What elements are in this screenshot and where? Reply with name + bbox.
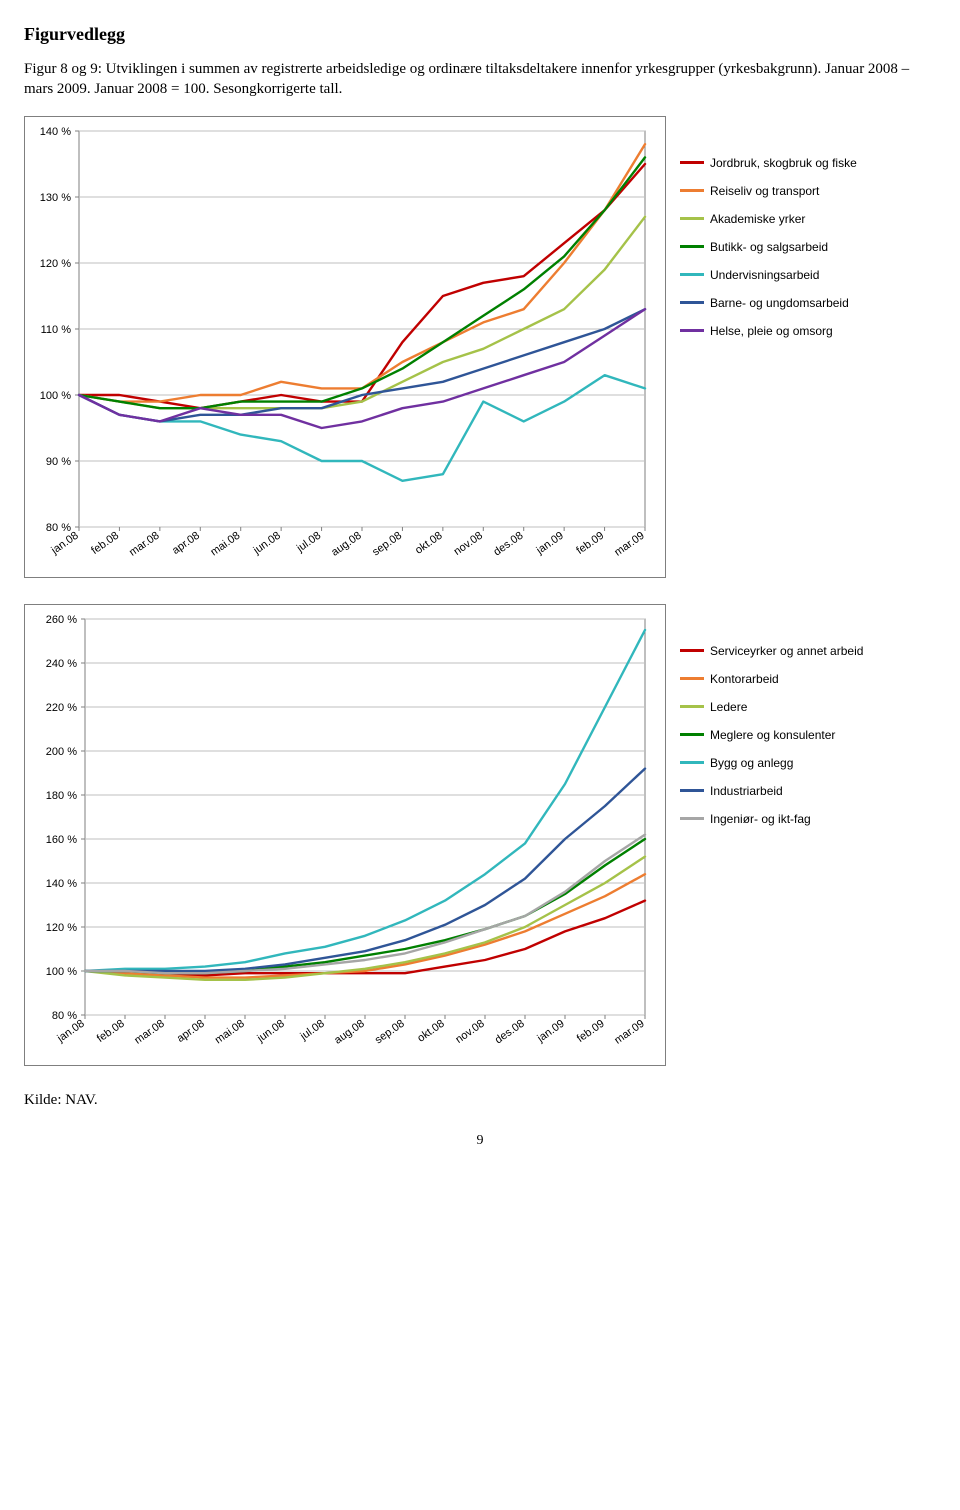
svg-text:100 %: 100 % xyxy=(46,966,77,978)
legend-label: Butikk- og salgsarbeid xyxy=(710,240,828,254)
legend-swatch xyxy=(680,733,704,736)
svg-text:260 %: 260 % xyxy=(46,614,77,626)
legend-swatch xyxy=(680,705,704,708)
svg-text:jul.08: jul.08 xyxy=(294,529,323,554)
legend-label: Barne- og ungdomsarbeid xyxy=(710,296,849,310)
svg-text:180 %: 180 % xyxy=(46,790,77,802)
svg-text:240 %: 240 % xyxy=(46,658,77,670)
legend-label: Ledere xyxy=(710,700,747,714)
svg-text:nov.08: nov.08 xyxy=(452,529,485,557)
svg-text:110 %: 110 % xyxy=(41,324,72,336)
legend-swatch xyxy=(680,245,704,248)
legend-swatch xyxy=(680,761,704,764)
svg-text:mar.08: mar.08 xyxy=(132,1017,166,1046)
svg-text:aug.08: aug.08 xyxy=(332,1017,366,1046)
legend-item: Kontorarbeid xyxy=(680,672,863,686)
chart-1-legend: Jordbruk, skogbruk og fiske Reiseliv og t… xyxy=(680,156,857,352)
svg-text:mar.09: mar.09 xyxy=(612,529,646,558)
legend-label: Meglere og konsulenter xyxy=(710,728,835,742)
legend-label: Bygg og anlegg xyxy=(710,756,793,770)
svg-text:aug.08: aug.08 xyxy=(329,529,363,558)
legend-swatch xyxy=(680,189,704,192)
page-title: Figurvedlegg xyxy=(24,24,936,45)
svg-text:jan.09: jan.09 xyxy=(534,529,566,557)
svg-text:apr.08: apr.08 xyxy=(170,529,202,556)
legend-item: Akademiske yrker xyxy=(680,212,857,226)
svg-text:jun.08: jun.08 xyxy=(251,529,283,557)
legend-swatch xyxy=(680,217,704,220)
svg-text:sep.08: sep.08 xyxy=(373,1017,407,1046)
legend-swatch xyxy=(680,789,704,792)
legend-item: Meglere og konsulenter xyxy=(680,728,863,742)
legend-item: Industriarbeid xyxy=(680,784,863,798)
legend-item: Butikk- og salgsarbeid xyxy=(680,240,857,254)
svg-text:okt.08: okt.08 xyxy=(415,1017,446,1044)
legend-label: Reiseliv og transport xyxy=(710,184,819,198)
svg-text:okt.08: okt.08 xyxy=(413,529,444,556)
legend-label: Serviceyrker og annet arbeid xyxy=(710,644,863,658)
legend-label: Industriarbeid xyxy=(710,784,783,798)
svg-text:mar.09: mar.09 xyxy=(612,1017,646,1046)
figure-caption: Figur 8 og 9: Utviklingen i summen av re… xyxy=(24,59,936,100)
svg-text:jul.08: jul.08 xyxy=(297,1017,326,1042)
chart-2-legend: Serviceyrker og annet arbeid Kontorarbeid… xyxy=(680,644,863,840)
svg-text:jun.08: jun.08 xyxy=(254,1017,286,1045)
legend-item: Serviceyrker og annet arbeid xyxy=(680,644,863,658)
svg-text:90 %: 90 % xyxy=(46,456,71,468)
legend-label: Jordbruk, skogbruk og fiske xyxy=(710,156,857,170)
legend-label: Kontorarbeid xyxy=(710,672,779,686)
legend-label: Akademiske yrker xyxy=(710,212,805,226)
chart-2-wrap: 80 % 100 % 120 % 140 % 160 % 180 % 200 % 220 % 2… xyxy=(24,604,936,1066)
legend-swatch xyxy=(680,817,704,820)
svg-text:sep.08: sep.08 xyxy=(370,529,404,558)
legend-item: Undervisningsarbeid xyxy=(680,268,857,282)
svg-text:feb.09: feb.09 xyxy=(574,529,606,556)
legend-label: Ingeniør- og ikt-fag xyxy=(710,812,811,826)
legend-swatch xyxy=(680,301,704,304)
svg-text:140 %: 140 % xyxy=(46,878,77,890)
legend-swatch xyxy=(680,329,704,332)
svg-text:feb.09: feb.09 xyxy=(575,1017,607,1044)
svg-text:apr.08: apr.08 xyxy=(175,1017,207,1044)
svg-text:200 %: 200 % xyxy=(46,746,77,758)
svg-text:mar.08: mar.08 xyxy=(127,529,161,558)
svg-text:mai.08: mai.08 xyxy=(213,1017,247,1046)
chart-1-wrap: 80 %90 %100 %110 %120 %130 %140 %jan.08f… xyxy=(24,116,936,578)
legend-item: Reiseliv og transport xyxy=(680,184,857,198)
chart-1: 80 %90 %100 %110 %120 %130 %140 %jan.08f… xyxy=(24,116,666,578)
svg-text:80 %: 80 % xyxy=(46,522,71,534)
svg-text:nov.08: nov.08 xyxy=(453,1017,486,1045)
legend-item: Jordbruk, skogbruk og fiske xyxy=(680,156,857,170)
svg-text:140 %: 140 % xyxy=(40,126,71,138)
svg-text:100 %: 100 % xyxy=(40,390,71,402)
svg-text:mai.08: mai.08 xyxy=(208,529,242,558)
svg-text:jan.09: jan.09 xyxy=(534,1017,566,1045)
svg-text:feb.08: feb.08 xyxy=(89,529,121,556)
legend-item: Ledere xyxy=(680,700,863,714)
svg-text:des.08: des.08 xyxy=(491,529,525,558)
legend-swatch xyxy=(680,677,704,680)
legend-item: Helse, pleie og omsorg xyxy=(680,324,857,338)
page-number: 9 xyxy=(24,1133,936,1149)
legend-item: Bygg og anlegg xyxy=(680,756,863,770)
chart-2: 80 % 100 % 120 % 140 % 160 % 180 % 200 % 220 % 2… xyxy=(24,604,666,1066)
legend-swatch xyxy=(680,649,704,652)
legend-swatch xyxy=(680,273,704,276)
svg-text:220 %: 220 % xyxy=(46,702,77,714)
legend-label: Helse, pleie og omsorg xyxy=(710,324,833,338)
svg-text:des.08: des.08 xyxy=(493,1017,527,1046)
legend-item: Barne- og ungdomsarbeid xyxy=(680,296,857,310)
legend-label: Undervisningsarbeid xyxy=(710,268,819,282)
source-label: Kilde: NAV. xyxy=(24,1092,936,1109)
svg-text:130 %: 130 % xyxy=(40,192,71,204)
svg-text:80 %: 80 % xyxy=(52,1010,77,1022)
legend-swatch xyxy=(680,161,704,164)
svg-text:120 %: 120 % xyxy=(46,922,77,934)
svg-text:160 %: 160 % xyxy=(46,834,77,846)
svg-text:120 %: 120 % xyxy=(40,258,71,270)
legend-item: Ingeniør- og ikt-fag xyxy=(680,812,863,826)
svg-text:feb.08: feb.08 xyxy=(95,1017,127,1044)
